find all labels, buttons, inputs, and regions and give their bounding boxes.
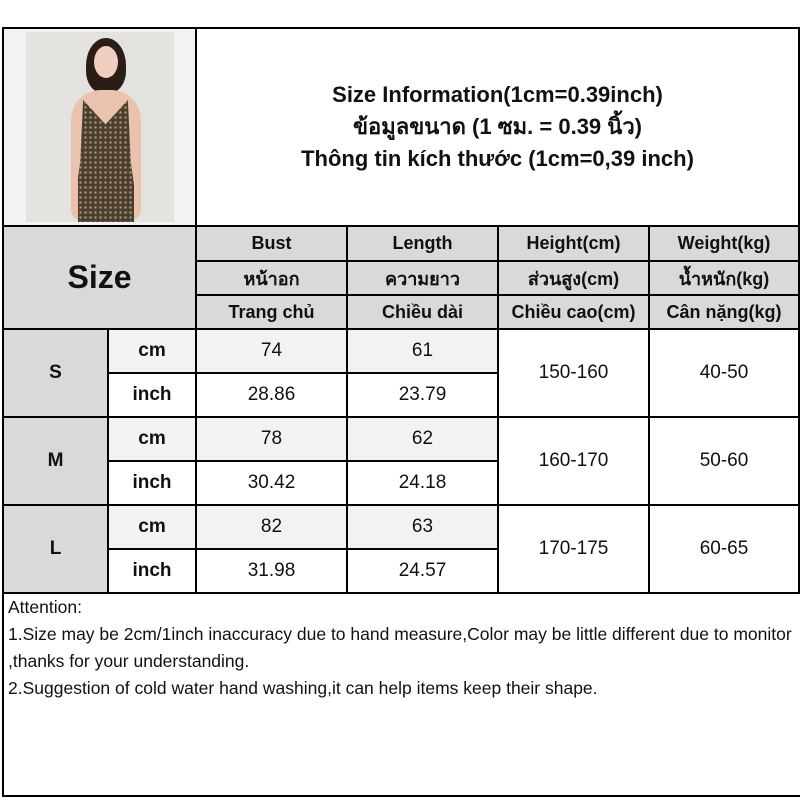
col-header-height-th: ส่วนสูง(cm) <box>497 260 650 296</box>
bust-inch: 28.86 <box>195 372 348 418</box>
length-cm: 61 <box>346 328 499 374</box>
height-range: 170-175 <box>497 504 650 594</box>
table-row: inch 30.42 24.18 <box>3 460 799 506</box>
col-header-length-th: ความยาว <box>346 260 499 296</box>
bust-cm: 78 <box>195 416 348 462</box>
col-header-height-vi: Chiều cao(cm) <box>497 294 650 330</box>
attention-line: 2.Suggestion of cold water hand washing,… <box>8 678 598 698</box>
table-row: S cm 74 61 150-160 40-50 <box>2 328 800 418</box>
table-row: inch 31.98 24.57 <box>3 548 799 594</box>
title-vi: Thông tin kích thước (1cm=0,39 inch) <box>301 146 694 171</box>
height-range: 160-170 <box>497 416 650 506</box>
unit-label: inch <box>107 372 197 418</box>
bust-cm: 82 <box>195 504 348 550</box>
weight-range: 50-60 <box>648 416 800 506</box>
bust-cm: 74 <box>195 328 348 374</box>
table-row: L cm 82 63 170-175 60-65 <box>2 504 800 594</box>
attention-notes: Attention: 1.Size may be 2cm/1inch inacc… <box>2 592 800 797</box>
unit-label: cm <box>107 328 197 374</box>
length-inch: 24.57 <box>346 548 499 594</box>
length-inch: 24.18 <box>346 460 499 506</box>
col-header-bust: Bust <box>195 225 348 262</box>
title-en: Size Information(1cm=0.39inch) <box>332 82 663 107</box>
unit-label: cm <box>107 416 197 462</box>
col-header-length-vi: Chiều dài <box>346 294 499 330</box>
length-cm: 63 <box>346 504 499 550</box>
col-header-bust-vi: Trang chủ <box>195 294 348 330</box>
size-info-title: Size Information(1cm=0.39inch) ข้อมูลขนา… <box>195 27 800 227</box>
size-chart-table: Size Information(1cm=0.39inch) ข้อมูลขนา… <box>2 27 800 594</box>
bust-inch: 30.42 <box>195 460 348 506</box>
table-row: inch 28.86 23.79 <box>3 372 799 418</box>
size-label: L <box>2 504 109 594</box>
unit-label: cm <box>107 504 197 550</box>
col-header-bust-th: หน้าอก <box>195 260 348 296</box>
attention-heading: Attention: <box>8 597 82 617</box>
height-range: 150-160 <box>497 328 650 418</box>
bust-inch: 31.98 <box>195 548 348 594</box>
col-header-length: Length <box>346 225 499 262</box>
weight-range: 40-50 <box>648 328 800 418</box>
col-header-height: Height(cm) <box>497 225 650 262</box>
weight-range: 60-65 <box>648 504 800 594</box>
col-header-weight: Weight(kg) <box>648 225 800 262</box>
size-label: M <box>2 416 109 506</box>
length-cm: 62 <box>346 416 499 462</box>
unit-label: inch <box>107 548 197 594</box>
size-header: Size <box>2 225 197 330</box>
col-header-weight-th: น้ำหนัก(kg) <box>648 260 800 296</box>
title-th: ข้อมูลขนาด (1 ซม. = 0.39 นิ้ว) <box>352 114 642 139</box>
unit-label: inch <box>107 460 197 506</box>
attention-line: 1.Size may be 2cm/1inch inaccuracy due t… <box>8 624 797 671</box>
product-photo <box>25 32 174 222</box>
length-inch: 23.79 <box>346 372 499 418</box>
table-row: M cm 78 62 160-170 50-60 <box>2 416 800 506</box>
size-label: S <box>2 328 109 418</box>
col-header-weight-vi: Cân nặng(kg) <box>648 294 800 330</box>
product-photo-cell <box>2 27 197 227</box>
